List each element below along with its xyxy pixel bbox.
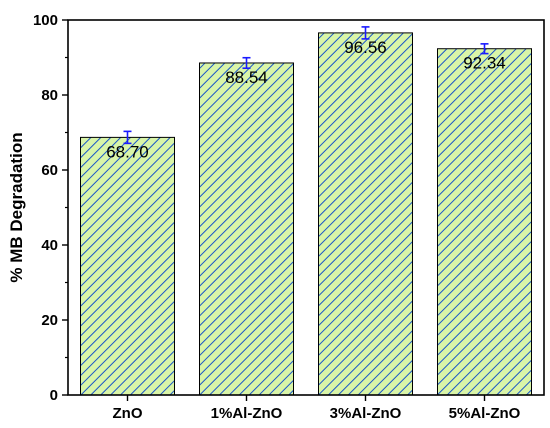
- error-bars-layer: [123, 26, 489, 145]
- x-tick-label: 1%Al-ZnO: [211, 405, 283, 422]
- y-tick-label: 20: [41, 312, 58, 329]
- x-tick-label: ZnO: [113, 405, 143, 422]
- data-label: 68.70: [106, 142, 149, 161]
- bar: [437, 48, 532, 396]
- value-labels-layer: 68.70 88.54 96.56 92.34: [106, 38, 506, 161]
- data-label: 92.34: [463, 54, 506, 73]
- y-axis-title: % MB Degradation: [7, 132, 26, 282]
- error-bar: [361, 26, 370, 40]
- y-tick-label: 60: [41, 162, 58, 179]
- error-bar: [242, 56, 251, 70]
- bar: [199, 62, 294, 396]
- error-bar: [123, 130, 132, 145]
- y-tick-label: 100: [33, 12, 58, 29]
- y-tick-label: 80: [41, 87, 58, 104]
- y-tick-label: 40: [41, 237, 58, 254]
- bar: [80, 136, 175, 396]
- x-axis: ZnO 1%Al-ZnO 3%Al-ZnO 5%Al-ZnO: [113, 395, 521, 422]
- bar: [318, 32, 413, 396]
- y-axis: 0 20 40 60 80 100: [33, 12, 68, 404]
- data-label: 96.56: [344, 38, 387, 57]
- bars-layer: [80, 32, 532, 396]
- y-tick-label: 0: [50, 387, 58, 404]
- x-tick-label: 3%Al-ZnO: [330, 405, 402, 422]
- x-tick-label: 5%Al-ZnO: [449, 405, 521, 422]
- data-label: 88.54: [225, 68, 268, 87]
- error-bar: [480, 43, 489, 55]
